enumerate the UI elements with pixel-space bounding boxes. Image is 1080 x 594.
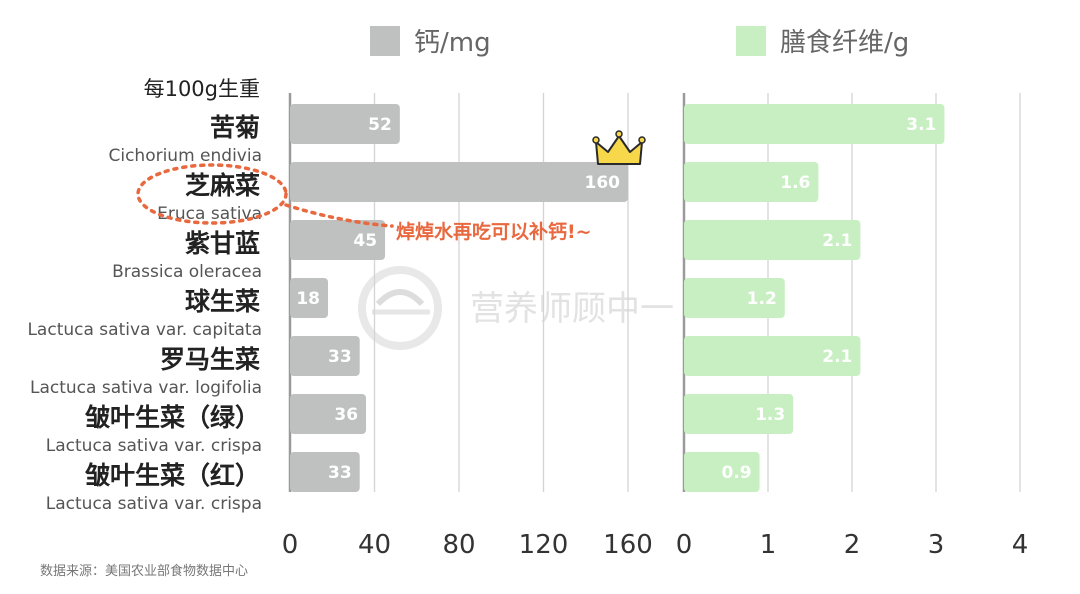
calcium-bar: [290, 220, 386, 260]
fiber-tick-label: 1: [760, 530, 777, 560]
calcium-bar: [290, 278, 329, 318]
highlight-circle: [136, 163, 288, 225]
unit-note: 每100g生重: [144, 77, 260, 101]
calcium-tick-label: 40: [358, 530, 391, 560]
fiber-value-label: 1.6: [780, 173, 810, 193]
fiber-bar: [684, 452, 760, 492]
calcium-value-label: 18: [296, 289, 320, 309]
calcium-tick-label: 120: [519, 530, 569, 560]
fiber-value-label: 1.2: [747, 289, 777, 309]
category-name-label: 皱叶生菜（绿）: [84, 403, 260, 432]
category-latin-label: Lactuca sativa var. logifolia: [30, 378, 262, 398]
legend: 钙/mg 膳食纤维/g: [370, 26, 909, 58]
watermark-leaf-icon: [375, 289, 425, 307]
watermark-text: 营养师顾中一: [470, 289, 674, 329]
fiber-bar: [684, 278, 785, 318]
category-name-label: 球生菜: [185, 287, 260, 316]
source-note: 数据来源：美国农业部食物数据中心: [40, 563, 248, 579]
fiber-tick-label: 3: [928, 530, 945, 560]
category-name-label: 芝麻菜: [185, 171, 260, 200]
legend-label-fiber: 膳食纤维/g: [780, 28, 909, 58]
fiber-tick-label: 4: [1012, 530, 1029, 560]
calcium-value-label: 52: [368, 115, 392, 135]
calcium-value-label: 45: [353, 231, 377, 251]
category-latin-label: Cichorium endivia: [108, 146, 262, 166]
fiber-value-label: 1.3: [755, 405, 785, 425]
category-latin-label: Eruca sativa: [157, 204, 262, 224]
annotation-connector: [284, 203, 394, 228]
watermark: 营养师顾中一: [358, 266, 674, 350]
legend-swatch-calcium: [370, 26, 400, 56]
highlight-annotation: 焯焯水再吃可以补钙!~: [136, 163, 592, 243]
crown-icon: [592, 130, 646, 165]
calcium-bar: [290, 336, 360, 376]
fiber-bar: [684, 394, 794, 434]
category-name-label: 罗马生菜: [160, 345, 260, 374]
calcium-bar: [290, 394, 367, 434]
category-latin-label: Lactuca sativa var. capitata: [27, 320, 262, 340]
category-labels: 苦菊 Cichorium endivia 芝麻菜 Eruca sativa 紫甘蓝 Bra…: [27, 113, 262, 514]
calcium-value-label: 33: [328, 347, 352, 367]
category-name-label: 皱叶生菜（红）: [84, 461, 260, 490]
fiber-value-label: 2.1: [822, 231, 852, 251]
calcium-value-label: 160: [585, 173, 621, 193]
watermark-logo-icon: [358, 266, 442, 350]
fiber-bar: [684, 220, 861, 260]
fiber-bar: [684, 104, 945, 144]
annotation-text: 焯焯水再吃可以补钙!~: [396, 220, 592, 243]
fiber-tick-label: 0: [676, 530, 693, 560]
fiber-bar: [684, 162, 819, 202]
calcium-tick-label: 80: [442, 530, 475, 560]
category-latin-label: Brassica oleracea: [112, 262, 262, 282]
bars: 52 160 45 18 33 36 33 3.1 1.6 2.1 1.2 2.1 1.3 0.9: [290, 104, 945, 492]
calcium-value-label: 36: [334, 405, 358, 425]
fiber-value-label: 3.1: [906, 115, 936, 135]
calcium-bar: [290, 104, 400, 144]
fiber-value-label: 0.9: [721, 463, 751, 483]
fiber-tick-label: 2: [844, 530, 861, 560]
category-name-label: 紫甘蓝: [185, 229, 260, 258]
fiber-bar: [684, 336, 861, 376]
category-name-label: 苦菊: [210, 113, 260, 142]
category-latin-label: Lactuca sativa var. crispa: [46, 494, 262, 514]
calcium-value-label: 33: [328, 463, 352, 483]
legend-label-calcium: 钙/mg: [414, 28, 491, 58]
category-latin-label: Lactuca sativa var. crispa: [46, 436, 262, 456]
calcium-tick-label: 160: [603, 530, 653, 560]
legend-swatch-fiber: [736, 26, 766, 56]
calcium-bar: [290, 452, 360, 492]
calcium-tick-label: 0: [282, 530, 299, 560]
fiber-value-label: 2.1: [822, 347, 852, 367]
axis-ticks: 0 40 80 120 160 0 1 2 3 4: [282, 530, 1029, 560]
calcium-bar: [290, 162, 628, 202]
